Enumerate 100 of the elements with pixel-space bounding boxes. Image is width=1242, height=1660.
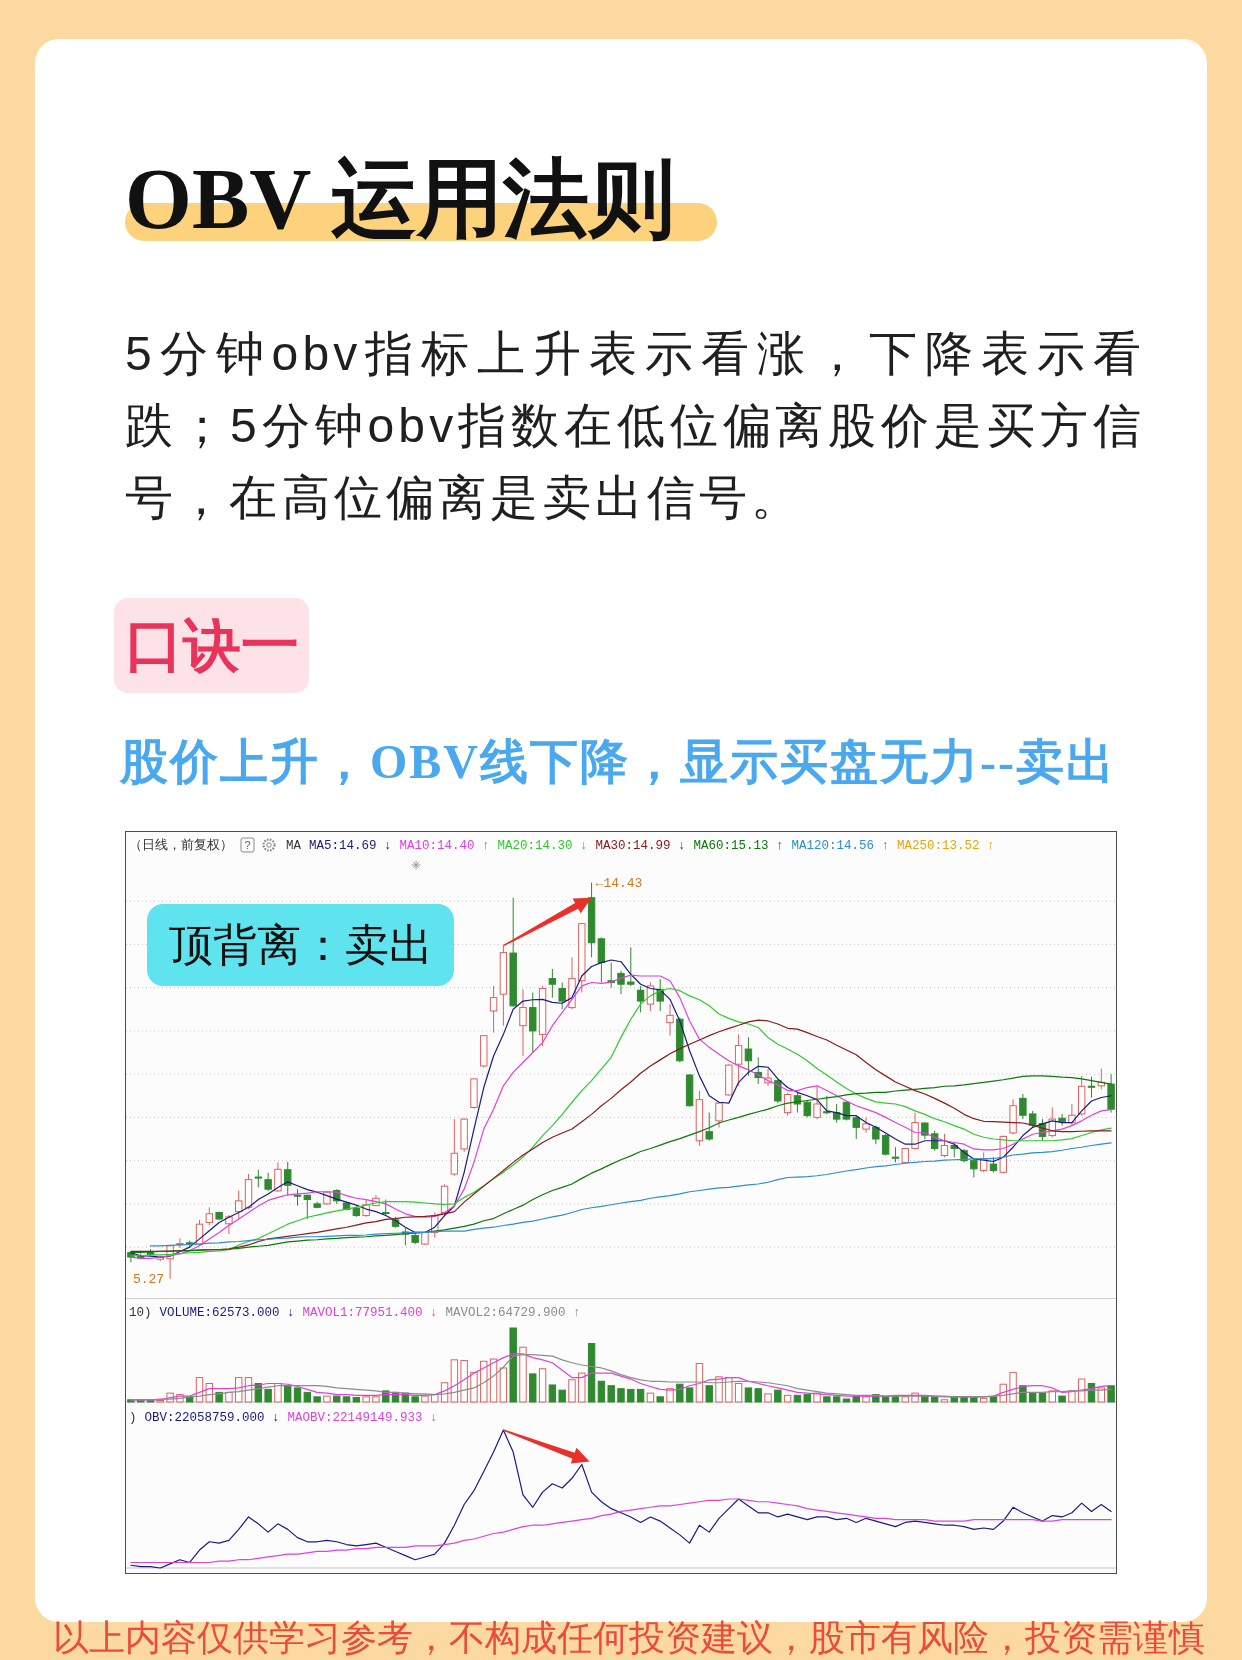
text: MA10:14.40 ↑: [399, 839, 490, 853]
bar: [1077, 1378, 1086, 1403]
bar: [421, 1395, 429, 1403]
candlestick: [450, 1118, 459, 1177]
candlestick: [862, 1116, 870, 1134]
bar: [293, 1387, 302, 1403]
bar: [744, 1387, 753, 1403]
bar: [715, 1376, 723, 1403]
bar: [538, 1368, 547, 1403]
annotation: 顶背离：卖出: [147, 904, 454, 986]
bar: [509, 1327, 517, 1403]
text: 股价上升，OBV线下降，显示买盘无力--卖出: [120, 735, 1116, 788]
candlestick: [705, 1112, 713, 1142]
bar: [950, 1396, 958, 1403]
bar: [823, 1396, 831, 1403]
candlestick: [205, 1206, 214, 1226]
bar: [676, 1383, 684, 1403]
candlestick: [284, 1161, 292, 1197]
candlestick: [715, 1101, 723, 1128]
candlestick: [529, 991, 537, 1054]
bar: [685, 1387, 694, 1403]
candlestick: [489, 985, 498, 1034]
bar: [460, 1360, 468, 1403]
chart-subtitle: 5分钟obv指标上升表示看涨，下降表示看跌；5分钟obv指数在低位偏离股价是买方信号，在高位偏离是卖出信号。: [125, 326, 1145, 526]
bar: [842, 1398, 851, 1403]
bar: [313, 1396, 321, 1403]
candlestick: [734, 1033, 743, 1087]
bar: [793, 1394, 802, 1403]
bar: [284, 1385, 292, 1403]
text: 10): [129, 1306, 152, 1320]
bar: [960, 1396, 968, 1403]
bar: [1048, 1390, 1056, 1403]
bar: [656, 1396, 664, 1403]
bar: [342, 1396, 351, 1403]
candlestick: [558, 981, 566, 1010]
bar: [862, 1396, 870, 1403]
bar: [754, 1388, 762, 1403]
bar: [607, 1385, 615, 1403]
candlestick: [774, 1077, 782, 1104]
bar: [137, 1399, 145, 1403]
bar: [783, 1394, 792, 1403]
text: MA120:14.56 ↑: [791, 839, 890, 853]
text: MAOBV:22149149.933 ↓: [287, 1411, 438, 1425]
bar: [362, 1396, 370, 1403]
bar: [705, 1385, 713, 1403]
text: MA20:14.30 ↓: [497, 839, 588, 853]
text: MA60:15.13 ↑: [693, 839, 784, 853]
annotation: （日线，前复权）: [129, 838, 233, 853]
bar: [1038, 1392, 1047, 1403]
candlestick: [636, 985, 645, 1013]
bar: [303, 1391, 312, 1403]
bar: [617, 1388, 625, 1403]
text: MA30:14.99 ↓: [595, 839, 686, 853]
bar: [646, 1392, 655, 1403]
annotation: ←14.43: [595, 875, 643, 891]
bar: [431, 1394, 439, 1403]
annotation: ?: [244, 839, 251, 851]
bar: [333, 1395, 341, 1403]
bar: [352, 1397, 361, 1403]
bar: [186, 1396, 194, 1403]
bar: [587, 1343, 596, 1403]
bar: [480, 1360, 488, 1403]
candlestick: [235, 1189, 243, 1220]
bar: [470, 1371, 478, 1403]
bar: [548, 1384, 557, 1403]
bar: [832, 1396, 841, 1403]
candlestick: [617, 970, 625, 995]
bar: [519, 1346, 527, 1403]
bar: [764, 1393, 772, 1403]
bar: [578, 1372, 586, 1403]
text: VOLUME:62573.000 ↓: [159, 1306, 295, 1320]
candlestick: [666, 1003, 674, 1037]
bar: [930, 1396, 939, 1403]
bar: [901, 1396, 909, 1403]
candlestick: [597, 937, 606, 983]
bar: [558, 1389, 566, 1403]
legend-label: MA250:13.52 ↑: [897, 839, 995, 853]
annotation: 5.27: [132, 1271, 165, 1287]
bar: [803, 1394, 811, 1403]
candlestick: [264, 1172, 272, 1192]
bar: [627, 1388, 635, 1403]
bar: [636, 1388, 645, 1403]
bar: [989, 1396, 998, 1403]
candlestick: [813, 1085, 821, 1120]
bar: [264, 1388, 272, 1403]
bar: [940, 1399, 949, 1403]
bar: [970, 1397, 978, 1403]
candlestick: [1019, 1093, 1027, 1120]
bar: [1107, 1385, 1115, 1403]
bar: [568, 1379, 576, 1403]
candlestick: [940, 1133, 949, 1158]
text: MA5:14.69 ↓: [309, 839, 392, 853]
candlestick: [1087, 1076, 1096, 1098]
bar: [979, 1397, 988, 1403]
bar: [499, 1367, 508, 1403]
candlestick: [519, 988, 527, 1057]
text: MAVOL1:77951.400 ↓: [302, 1306, 438, 1320]
bar: [734, 1383, 743, 1403]
text: ): [129, 1411, 137, 1425]
bar: [372, 1396, 380, 1403]
